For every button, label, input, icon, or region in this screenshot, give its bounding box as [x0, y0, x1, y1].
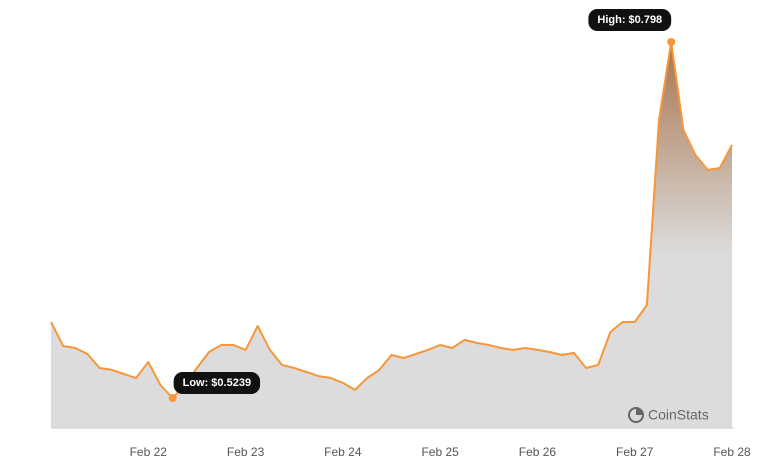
watermark-icon-slice — [636, 408, 643, 415]
annotation: High: $0.798 — [588, 9, 672, 31]
annotation-box — [173, 372, 261, 394]
x-tick-label: Feb 28 — [713, 445, 751, 459]
x-tick-label: Feb 24 — [324, 445, 362, 459]
x-tick-label: Feb 22 — [130, 445, 168, 459]
annotation-text: Low: $0.5239 — [183, 377, 251, 389]
x-tick-label: Feb 26 — [519, 445, 557, 459]
x-tick-label: Feb 25 — [421, 445, 459, 459]
annotation: Low: $0.5239 — [173, 372, 261, 394]
annotation-text: High: $0.798 — [597, 14, 662, 26]
annotation-box — [588, 9, 672, 31]
low-marker — [168, 394, 177, 402]
watermark: CoinStats — [628, 407, 709, 423]
x-tick-label: Feb 27 — [616, 445, 654, 459]
watermark-text: CoinStats — [648, 407, 709, 423]
high-marker — [667, 38, 676, 46]
line — [50, 41, 733, 399]
x-tick-label: Feb 23 — [227, 445, 265, 459]
area — [51, 42, 732, 428]
